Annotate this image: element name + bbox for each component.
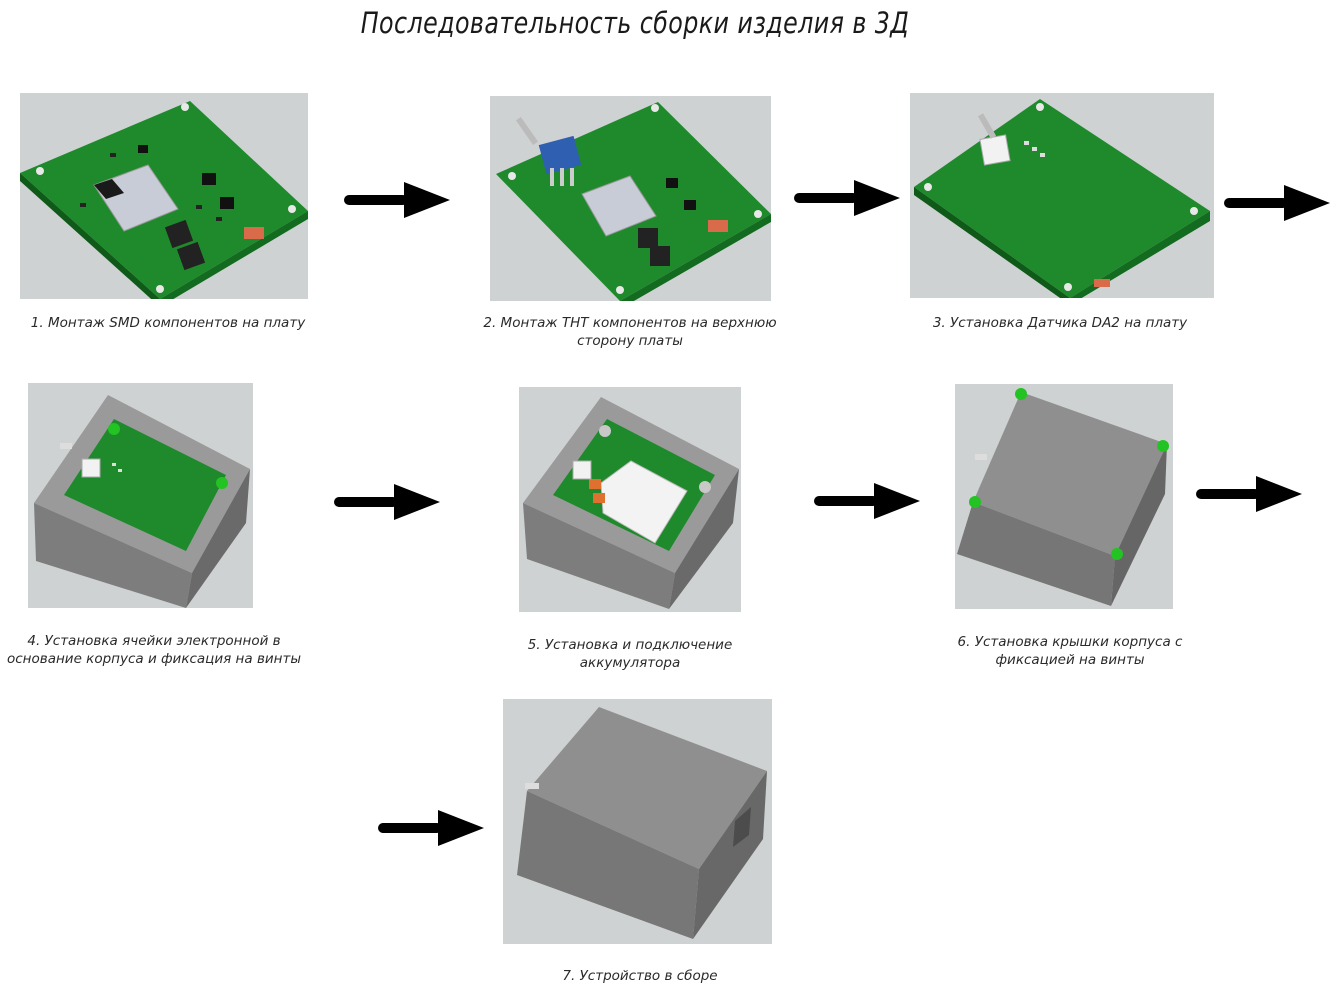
right-arrow-icon	[1194, 474, 1304, 514]
step-7-image	[503, 699, 772, 944]
right-arrow-icon	[332, 482, 442, 522]
step-4-caption: 4. Установка ячейки электронной в основа…	[6, 633, 302, 667]
right-arrow-icon	[812, 481, 922, 521]
pcb-sensor-render	[914, 99, 1210, 298]
step-7-caption: 7. Устройство в сборе	[562, 968, 718, 984]
enclosure-lid-render	[957, 388, 1169, 606]
step-3-image	[910, 93, 1214, 298]
page-title: Последовательность сборки изделия в 3Д	[360, 6, 910, 40]
assembled-device-render	[517, 707, 767, 939]
right-arrow-icon	[792, 178, 902, 218]
step-6-image	[955, 384, 1173, 609]
step-6-caption: 6. Установка крышки корпуса с фиксацией …	[957, 634, 1183, 668]
enclosure-base-render	[34, 395, 250, 608]
right-arrow-icon	[1222, 183, 1331, 223]
step-2-image	[490, 96, 771, 301]
step-2-caption: 2. Монтаж THT компонентов на верхнюю сто…	[483, 315, 777, 349]
pcb-tht-render	[496, 102, 771, 301]
step-4-image	[28, 383, 253, 608]
right-arrow-icon	[342, 180, 452, 220]
pcb-smd-render	[20, 101, 308, 299]
step-5-caption: 5. Установка и подключение аккумулятора	[527, 637, 733, 671]
step-1-image	[20, 93, 308, 299]
right-arrow-icon	[376, 808, 486, 848]
battery-install-render	[523, 397, 739, 609]
step-1-caption: 1. Монтаж SMD компонентов на плату	[30, 315, 306, 331]
step-3-caption: 3. Установка Датчика DA2 на плату	[932, 315, 1188, 331]
step-5-image	[519, 387, 741, 612]
